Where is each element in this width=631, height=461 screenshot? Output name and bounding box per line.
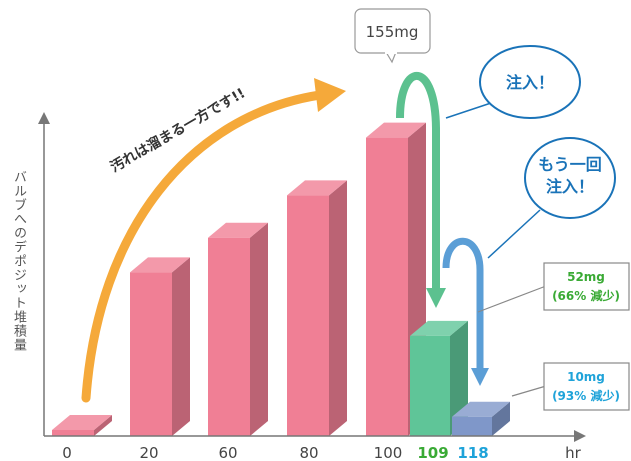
reduction1-pct: (66% 減少) (552, 288, 620, 303)
inject1-arrow (396, 71, 440, 292)
inject2-text-line1: もう一回 (538, 155, 602, 174)
x-tick-60: 60 (218, 444, 237, 461)
x-axis-unit: hr (565, 444, 582, 461)
x-tick-0: 0 (62, 444, 72, 461)
inject2-arrow (442, 237, 484, 372)
bar-80 (287, 180, 347, 436)
axes-group (38, 112, 586, 442)
bar-60 (208, 222, 268, 436)
y-axis-label: バルブへのデポジット堆積量 (11, 170, 26, 352)
inject1-text: 注入！ (506, 73, 554, 92)
reduction2-callout (543, 362, 630, 411)
reduction2-value: 10mg (567, 370, 605, 384)
trend-arrow (81, 90, 325, 403)
ticks-group: 0 20 60 80 100 109 118 hr (62, 444, 581, 461)
peak-label: 155mg (366, 23, 419, 41)
reduction2-pct: (93% 減少) (552, 388, 620, 403)
x-tick-118: 118 (457, 444, 488, 461)
inject2-text-line2: 注入！ (546, 177, 594, 196)
bar-0 (52, 415, 112, 436)
reduction1-callout (543, 262, 630, 311)
reduction1-value: 52mg (567, 270, 605, 284)
x-tick-109: 109 (417, 444, 448, 461)
x-tick-20: 20 (139, 444, 158, 461)
trend-arrow-head (314, 78, 346, 112)
x-tick-100: 100 (374, 444, 403, 461)
bars-group (52, 122, 510, 436)
x-tick-80: 80 (299, 444, 318, 461)
inject2-bubble (524, 137, 616, 219)
inject1-arrow-head (426, 288, 446, 308)
inject2-arrow-head (471, 368, 489, 386)
inject1-bubble (479, 45, 581, 119)
bar-20 (130, 257, 190, 436)
bar-109 (410, 320, 468, 436)
bar-118 (452, 401, 510, 436)
